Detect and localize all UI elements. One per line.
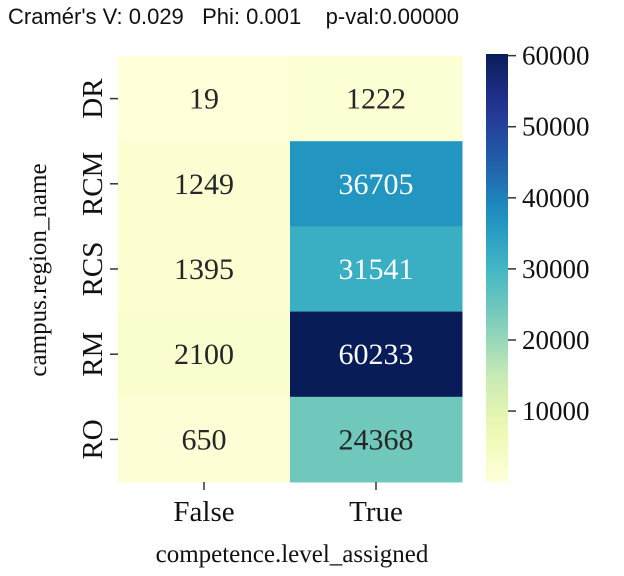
y-axis: DR RCM RCS RM RO <box>77 78 118 460</box>
y-axis-label: campus.region_name <box>25 163 52 376</box>
cell-value-label: 60233 <box>339 338 414 371</box>
heatmap-cell <box>118 226 291 313</box>
y-tick-label: RCS <box>77 242 109 297</box>
heatmap-cells: 19 1222 1249 36705 1395 31541 2100 60233 650 2436… <box>118 56 463 483</box>
x-axis-label: competence.level_assigned <box>156 541 429 568</box>
colorbar: 10000 20000 30000 40000 50000 60000 <box>486 41 590 482</box>
cell-value-label: 19 <box>189 83 219 116</box>
cell-value-label: 650 <box>182 423 227 456</box>
heatmap-cell <box>290 311 463 398</box>
x-tick-label: False <box>173 496 234 528</box>
heatmap-cell <box>118 396 291 483</box>
cell-value-label: 24368 <box>339 423 414 456</box>
x-axis: False True <box>173 482 403 528</box>
heatmap-cell <box>290 226 463 313</box>
colorbar-tick-label: 40000 <box>522 183 590 213</box>
cell-value-label: 1249 <box>174 168 234 201</box>
heatmap-cell <box>118 311 291 398</box>
colorbar-tick-label: 30000 <box>522 254 590 284</box>
cell-value-label: 1395 <box>174 253 234 286</box>
cell-value-label: 2100 <box>174 338 234 371</box>
heatmap-cell <box>290 56 463 142</box>
y-tick-label: DR <box>77 78 109 119</box>
heatmap-cell <box>290 141 463 227</box>
colorbar-tick-label: 10000 <box>522 396 590 426</box>
chart-title: Cramér's V: 0.029 Phi: 0.001 p-val:0.000… <box>8 4 459 29</box>
heatmap-cell <box>290 396 463 483</box>
heatmap-cell <box>118 141 291 227</box>
cell-value-label: 31541 <box>339 253 414 286</box>
y-tick-label: RCM <box>77 152 109 216</box>
y-tick-label: RM <box>77 332 109 377</box>
cell-value-label: 36705 <box>339 168 414 201</box>
x-tick-label: True <box>349 496 403 528</box>
colorbar-tick-label: 20000 <box>522 325 590 355</box>
colorbar-tick-label: 50000 <box>522 112 590 142</box>
colorbar-tick-label: 60000 <box>522 41 590 71</box>
colorbar-gradient <box>486 54 508 482</box>
y-tick-label: RO <box>77 419 109 459</box>
cell-value-label: 1222 <box>346 83 406 116</box>
heatmap-cell <box>118 56 291 142</box>
